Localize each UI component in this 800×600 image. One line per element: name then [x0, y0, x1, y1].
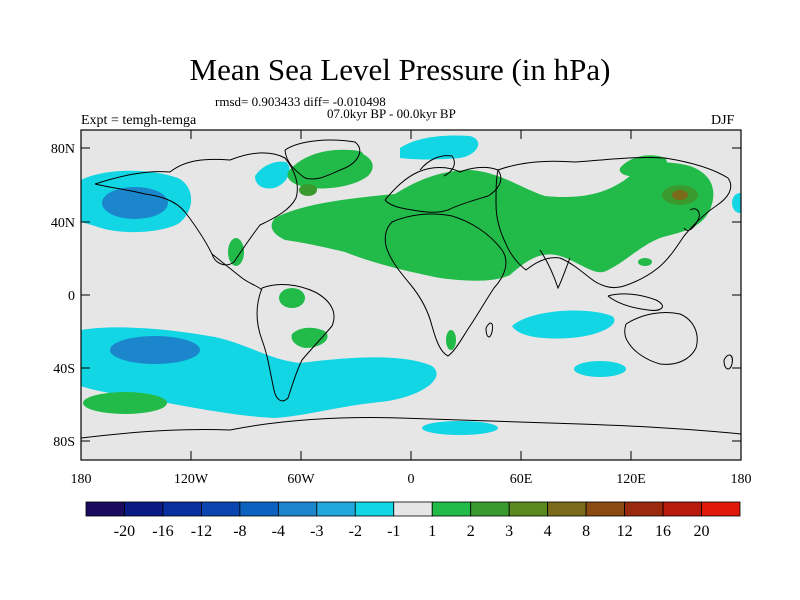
x-tick-60e: 60E — [510, 472, 533, 487]
colorbar-swatch — [239, 501, 279, 517]
coastlines — [81, 139, 741, 439]
colorbar-swatch — [508, 501, 549, 517]
colorbar-label: 1 — [428, 523, 436, 540]
x-tick-180w: 180 — [71, 472, 92, 487]
colorbar-label: -1 — [387, 523, 400, 540]
colorbar-label: 4 — [544, 523, 552, 540]
coastline-japan — [683, 208, 700, 231]
y-tick-80s: 80S — [53, 435, 75, 450]
anomaly-eurasia-africa — [271, 162, 714, 281]
anomaly-west-pacific-edge — [732, 193, 741, 213]
anomaly-southern-ocean — [422, 421, 498, 435]
coastline-central-america — [211, 253, 263, 291]
y-tick-40n: 40N — [51, 216, 75, 231]
colorbar-label: 2 — [467, 523, 475, 540]
y-ticks — [81, 147, 741, 442]
colorbar-swatch — [162, 501, 202, 517]
colorbar-label: -12 — [191, 523, 212, 540]
stats-text: rmsd= 0.903433 diff= -0.010498 — [215, 94, 386, 109]
colorbar-label: 20 — [694, 523, 710, 540]
anomaly-fills — [81, 135, 741, 435]
colorbar-swatch — [624, 501, 664, 517]
coastline-antarctica — [81, 417, 741, 439]
anomaly-gulf-of-mexico — [228, 238, 244, 266]
colorbar-swatch — [547, 501, 587, 517]
anomaly-southeast-pacific — [83, 392, 167, 414]
coastline-greenland — [284, 139, 361, 180]
coastline-south-america — [256, 284, 335, 402]
coastline-north-america — [94, 152, 298, 266]
y-tick-0: 0 — [68, 289, 75, 304]
experiment-label: Expt = temgh-temga — [81, 113, 197, 128]
anomaly-indian-ocean — [512, 310, 615, 339]
y-tick-80n: 80N — [51, 142, 75, 157]
colorbar-swatch — [701, 501, 741, 517]
x-tick-120e: 120E — [616, 472, 646, 487]
anomaly-southern-africa — [446, 330, 456, 350]
colorbar-swatch — [124, 501, 164, 517]
colorbar-swatch — [85, 501, 125, 517]
colorbar-swatch — [393, 501, 433, 517]
x-tick-0: 0 — [408, 472, 415, 487]
coastline-india — [539, 249, 571, 290]
x-tick-120w: 120W — [174, 472, 209, 487]
colorbar-label: -16 — [152, 523, 173, 540]
anomaly-amazon — [279, 288, 305, 308]
x-tick-180e: 180 — [731, 472, 752, 487]
colorbar-swatch — [431, 501, 472, 517]
coastline-europe — [384, 166, 502, 213]
x-tick-60w: 60W — [287, 472, 315, 487]
colorbar-label: 3 — [505, 523, 513, 540]
map-title: Mean Sea Level Pressure (in hPa) — [189, 52, 611, 87]
colorbar-label: 12 — [617, 523, 633, 540]
x-ticks — [190, 130, 632, 460]
colorbar-swatch — [585, 501, 625, 517]
coastline-africa — [384, 213, 507, 357]
anomaly-south-pacific-core — [110, 336, 200, 364]
colorbar-label: 8 — [582, 523, 590, 540]
colorbar-label: -2 — [349, 523, 362, 540]
colorbar-swatch — [316, 501, 356, 517]
anomaly-pacific-tip — [638, 258, 652, 266]
colorbar-label: 16 — [655, 523, 671, 540]
coastline-new-zealand — [723, 354, 733, 370]
coastline-indonesia — [607, 293, 663, 311]
coastline-asia — [495, 156, 732, 289]
coastline-madagascar — [485, 322, 493, 338]
colorbar-swatch — [354, 501, 395, 517]
anomaly-arctic — [400, 135, 479, 160]
anomaly-south-atlantic-east — [574, 361, 626, 377]
coastline-scandinavia — [419, 155, 455, 177]
anomaly-arctic-greenland — [255, 161, 290, 189]
colorbar-label: -20 — [114, 523, 135, 540]
coastline-australia — [624, 311, 698, 365]
colorbar-swatch — [470, 501, 510, 517]
colorbar-swatch — [662, 501, 702, 517]
season-label: DJF — [711, 113, 735, 128]
anomaly-arctic-green — [329, 150, 365, 170]
colorbar-label: -4 — [272, 523, 285, 540]
colorbar-labels: -20 -16 -12 -8 -4 -3 -2 -1 1 2 3 4 8 12 16 20 — [114, 523, 710, 540]
anomaly-siberia-green — [619, 155, 668, 177]
colorbar-label: -8 — [233, 523, 246, 540]
anomaly-manchuria-core — [672, 190, 688, 200]
y-tick-40s: 40S — [53, 362, 75, 377]
colorbar-swatch — [201, 501, 241, 517]
anomaly-south-brazil — [291, 327, 328, 348]
period-text: 07.0kyr BP - 00.0kyr BP — [327, 106, 456, 121]
anomaly-atlantic-spot — [299, 184, 317, 196]
colorbar — [85, 501, 741, 517]
colorbar-label: -3 — [310, 523, 323, 540]
colorbar-swatch — [277, 501, 318, 517]
